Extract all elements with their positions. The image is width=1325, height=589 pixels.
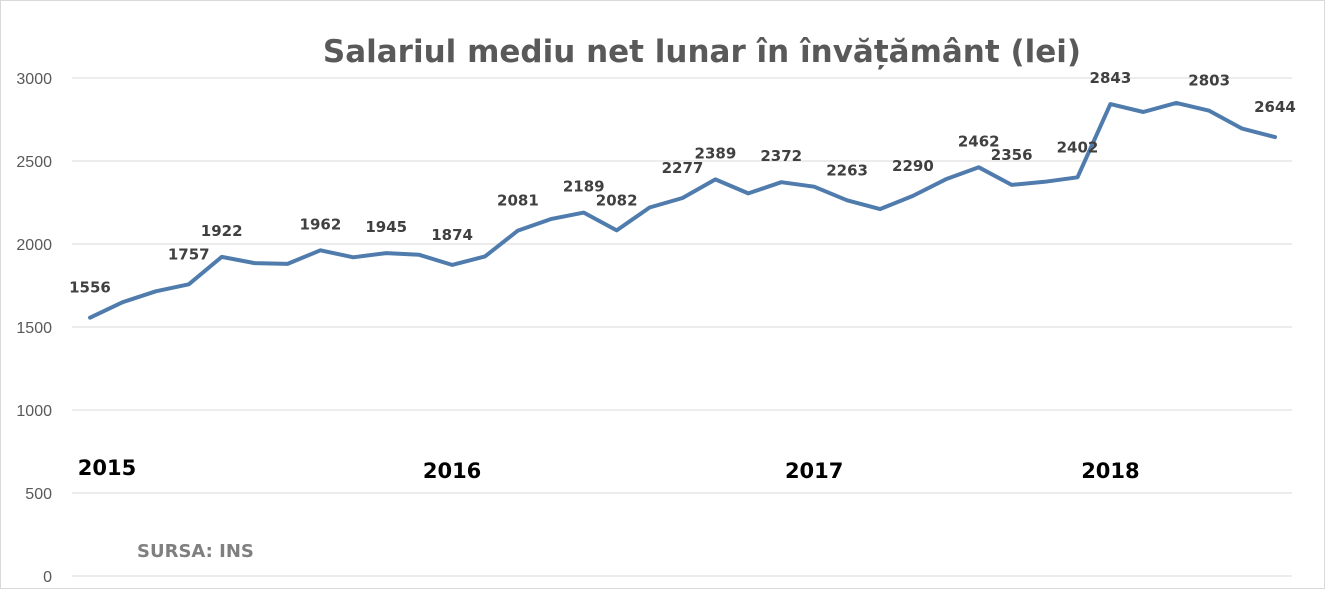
chart-title: Salariul mediu net lunar în învățământ (… — [323, 34, 1081, 70]
year-labels: 2015 2016 2017 2018 — [78, 456, 1140, 483]
data-label: 1922 — [201, 222, 243, 240]
data-label: 2263 — [826, 161, 868, 179]
data-label: 2081 — [497, 192, 539, 210]
y-tick-label: 1500 — [16, 320, 52, 337]
data-label: 1945 — [365, 218, 407, 236]
gridlines — [72, 77, 1292, 577]
year-label: 2017 — [785, 459, 843, 483]
data-label: 2803 — [1188, 72, 1230, 90]
year-label: 2016 — [423, 459, 481, 483]
y-tick-label: 1000 — [16, 403, 52, 420]
series-line — [88, 100, 1277, 320]
data-label: 2189 — [563, 178, 605, 196]
data-label: 1962 — [300, 215, 342, 233]
y-tick-label: 2500 — [16, 154, 52, 171]
year-label: 2015 — [78, 456, 136, 480]
y-tick-label: 500 — [25, 486, 52, 503]
y-axis-tick-labels: 0 500 1000 1500 2000 2500 3000 — [16, 71, 52, 586]
data-label: 2402 — [1057, 138, 1099, 156]
data-label: 2389 — [695, 144, 737, 162]
data-label: 2356 — [991, 146, 1033, 164]
data-label: 1556 — [69, 279, 111, 297]
year-label: 2018 — [1081, 459, 1139, 483]
y-tick-label: 3000 — [16, 71, 52, 88]
data-label: 2277 — [662, 159, 704, 177]
data-label: 1757 — [168, 245, 210, 263]
data-label: 2843 — [1090, 69, 1132, 87]
data-label: 2082 — [596, 191, 638, 209]
data-label: 2462 — [958, 132, 1000, 150]
data-label: 1874 — [431, 226, 473, 244]
data-label: 2644 — [1254, 98, 1296, 116]
source-note: SURSA: INS — [137, 541, 254, 562]
data-label: 2290 — [892, 157, 934, 175]
y-tick-label: 2000 — [16, 237, 52, 254]
data-label: 2372 — [760, 147, 802, 165]
y-tick-label: 0 — [43, 569, 52, 586]
